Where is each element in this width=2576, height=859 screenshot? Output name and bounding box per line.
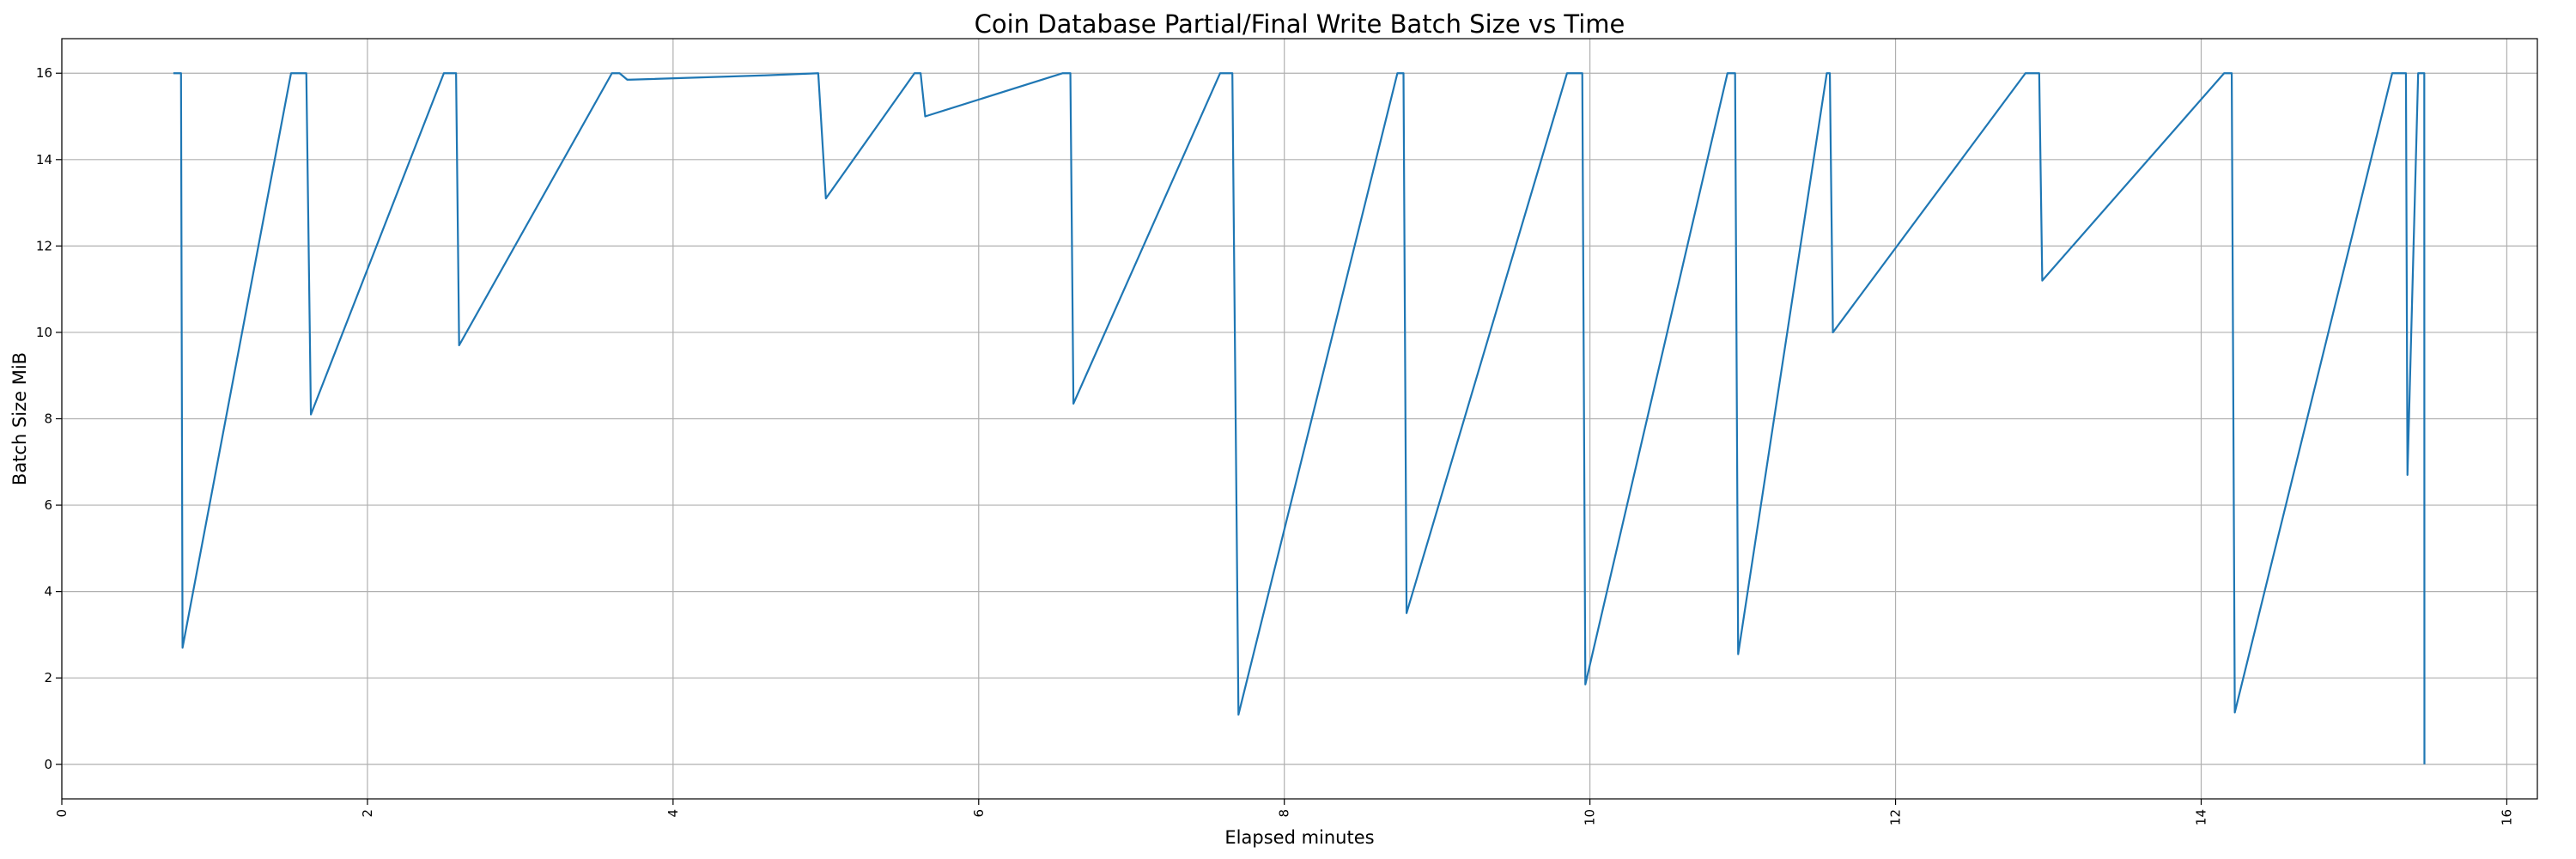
x-tick-label: 14 bbox=[2193, 809, 2208, 825]
y-tick-label: 12 bbox=[36, 238, 52, 253]
x-tick-label: 8 bbox=[1277, 809, 1292, 818]
x-tick-label: 6 bbox=[971, 809, 987, 818]
y-tick-label: 2 bbox=[44, 670, 52, 685]
y-tick-label: 16 bbox=[36, 65, 52, 81]
y-tick-label: 10 bbox=[36, 325, 52, 340]
x-tick-label: 12 bbox=[1888, 809, 1904, 825]
x-tick-label: 10 bbox=[1583, 809, 1598, 825]
x-tick-label: 2 bbox=[360, 809, 375, 818]
y-tick-label: 0 bbox=[44, 757, 52, 772]
y-tick-label: 6 bbox=[44, 497, 52, 513]
series-layer bbox=[173, 72, 2426, 765]
chart-title: Coin Database Partial/Final Write Batch … bbox=[975, 9, 1625, 39]
y-tick-label: 14 bbox=[36, 152, 52, 168]
x-tick-label: 16 bbox=[2499, 809, 2514, 825]
x-axis-ticks: 0 2 4 6 8 10 12 14 16 bbox=[54, 799, 2514, 825]
grid bbox=[61, 39, 2537, 799]
y-tick-label: 4 bbox=[44, 584, 52, 600]
y-axis-ticks: 0 2 4 6 8 10 12 14 16 bbox=[36, 65, 62, 772]
y-tick-label: 8 bbox=[44, 411, 52, 427]
series-line bbox=[173, 72, 2426, 765]
x-tick-label: 0 bbox=[54, 809, 70, 818]
x-axis-label: Elapsed minutes bbox=[1224, 827, 1374, 848]
y-axis-label: Batch Size MiB bbox=[9, 352, 30, 485]
x-tick-label: 4 bbox=[665, 809, 681, 818]
